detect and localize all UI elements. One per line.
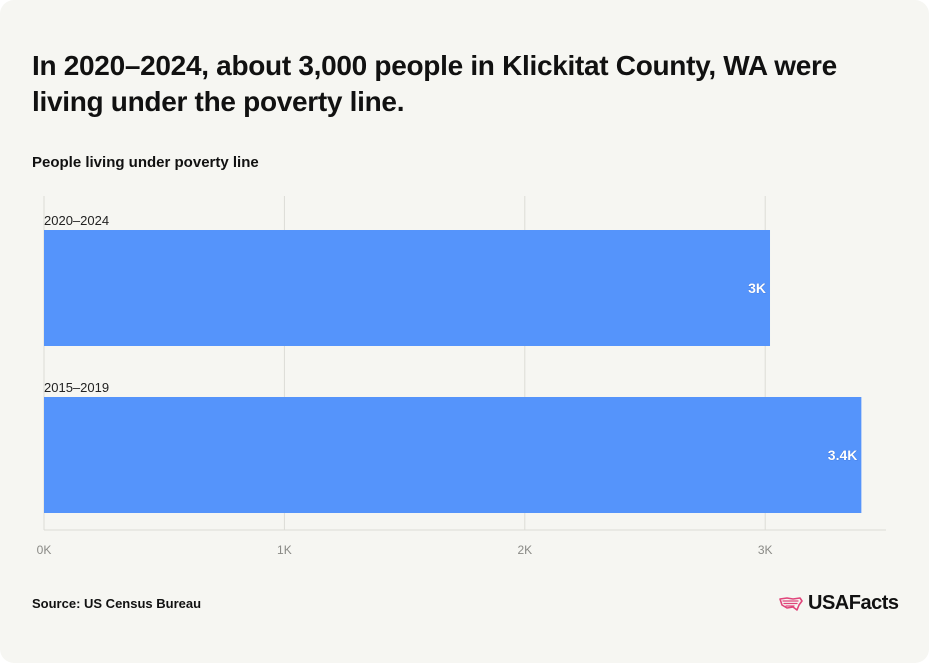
data-label: 3K: [748, 280, 766, 296]
source-note: Source: US Census Bureau: [32, 596, 202, 611]
bar: [44, 397, 862, 513]
chart-title: In 2020–2024, about 3,000 people in Klic…: [32, 50, 837, 117]
chart-subtitle: People living under poverty line: [32, 154, 259, 171]
brand-name: USAFacts: [808, 592, 899, 614]
usafacts-logo[interactable]: USAFacts: [778, 592, 899, 615]
category-label: 2015–2019: [44, 380, 109, 395]
bar: [44, 230, 771, 346]
x-tick-label: 0K: [37, 543, 52, 557]
x-tick-label: 3K: [758, 543, 773, 557]
x-tick-label: 2K: [517, 543, 532, 557]
x-tick-label: 1K: [277, 543, 292, 557]
us-flag-map-icon: [779, 596, 803, 611]
data-label: 3.4K: [828, 447, 858, 463]
category-label: 2020–2024: [44, 213, 109, 228]
